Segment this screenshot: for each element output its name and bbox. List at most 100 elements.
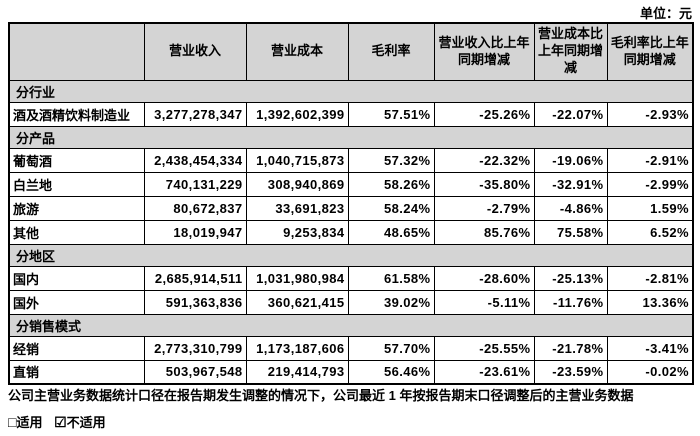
cell-cost: 1,173,187,606	[245, 335, 349, 361]
adjustment-note: 公司主营业务数据统计口径在报告期发生调整的情况下，公司最近 1 年按报告期末口径…	[8, 388, 634, 403]
row-label: 直销	[8, 359, 145, 385]
table-body: 分行业 酒及酒精饮料制造业 3,277,278,347 1,392,602,399 57…	[8, 79, 694, 385]
cell-gross-margin: 57.51%	[347, 101, 435, 127]
cell-gross-margin: 61.58%	[347, 265, 435, 291]
cell-gross-margin-yoy: -2.81%	[606, 265, 694, 291]
cell-gross-margin-yoy: -0.02%	[606, 359, 694, 385]
cell-revenue-yoy: -22.32%	[433, 147, 535, 173]
column-header: 营业成本	[245, 22, 349, 81]
cell-gross-margin: 57.70%	[347, 335, 435, 361]
applicable-option: □适用	[8, 414, 43, 430]
cell-revenue-yoy: -25.55%	[433, 335, 535, 361]
section-header-label: 分销售模式	[8, 313, 694, 337]
table-header-row: 营业收入 营业成本 毛利率 营业收入比上年同期增减 营业成本比上年同期增减 毛利率比上年同…	[8, 22, 694, 81]
cell-gross-margin-yoy: 6.52%	[606, 219, 694, 245]
section-header-row: 分行业	[8, 79, 694, 103]
applicability-line: □适用 ☑不适用	[8, 412, 114, 431]
section-header-row: 分销售模式	[8, 313, 694, 337]
cell-cost-yoy: 75.58%	[533, 219, 608, 245]
not-applicable-option: ☑不适用	[54, 414, 106, 430]
row-label: 国外	[8, 289, 145, 315]
cell-revenue: 2,685,914,511	[143, 265, 247, 291]
row-label: 酒及酒精饮料制造业	[8, 101, 145, 127]
column-header: 毛利率比上年同期增减	[606, 22, 694, 81]
cell-cost: 1,031,980,984	[245, 265, 349, 291]
cell-gross-margin-yoy: -3.41%	[606, 335, 694, 361]
cell-gross-margin: 56.46%	[347, 359, 435, 385]
cell-revenue-yoy: -25.26%	[433, 101, 535, 127]
cell-revenue: 2,773,310,799	[143, 335, 247, 361]
cell-revenue-yoy: -5.11%	[433, 289, 535, 315]
applicable-label: 适用	[16, 415, 43, 430]
table-row: 葡萄酒 2,438,454,334 1,040,715,873 57.32% -22.3…	[8, 147, 694, 173]
cell-revenue: 591,363,836	[143, 289, 247, 315]
cell-cost-yoy: -21.78%	[533, 335, 608, 361]
not-applicable-label: 不适用	[66, 415, 106, 430]
corner-header-cell	[8, 22, 145, 81]
cell-cost-yoy: -11.76%	[533, 289, 608, 315]
cell-cost-yoy: -25.13%	[533, 265, 608, 291]
section-header-label: 分地区	[8, 243, 694, 267]
table-row: 直销 503,967,548 219,414,793 56.46% -23.61% -23…	[8, 359, 694, 385]
table-row: 其他 18,019,947 9,253,834 48.65% 85.76% 75.58% 6…	[8, 219, 694, 245]
cell-revenue-yoy: -2.79%	[433, 195, 535, 221]
table-row: 经销 2,773,310,799 1,173,187,606 57.70% -25.55…	[8, 335, 694, 361]
cell-cost: 1,040,715,873	[245, 147, 349, 173]
section-header-row: 分产品	[8, 125, 694, 149]
table-row: 旅游 80,672,837 33,691,823 58.24% -2.79% -4.86%…	[8, 195, 694, 221]
cell-gross-margin: 39.02%	[347, 289, 435, 315]
cell-cost: 360,621,415	[245, 289, 349, 315]
table-row: 白兰地 740,131,229 308,940,869 58.26% -35.80% -3…	[8, 171, 694, 197]
cell-gross-margin: 58.24%	[347, 195, 435, 221]
row-label: 旅游	[8, 195, 145, 221]
cell-cost-yoy: -32.91%	[533, 171, 608, 197]
column-header: 营业收入	[143, 22, 247, 81]
cell-gross-margin: 58.26%	[347, 171, 435, 197]
section-header-label: 分产品	[8, 125, 694, 149]
cell-revenue: 80,672,837	[143, 195, 247, 221]
cell-gross-margin-yoy: 1.59%	[606, 195, 694, 221]
row-label: 白兰地	[8, 171, 145, 197]
section-header-label: 分行业	[8, 79, 694, 103]
cell-revenue: 2,438,454,334	[143, 147, 247, 173]
table-row: 国内 2,685,914,511 1,031,980,984 61.58% -28.60…	[8, 265, 694, 291]
cell-cost: 1,392,602,399	[245, 101, 349, 127]
main-business-table: 营业收入 营业成本 毛利率 营业收入比上年同期增减 营业成本比上年同期增减 毛利率比上年同…	[8, 22, 694, 385]
cell-gross-margin-yoy: 13.36%	[606, 289, 694, 315]
checkbox-unchecked-icon: □	[8, 414, 17, 430]
cell-cost-yoy: -4.86%	[533, 195, 608, 221]
cell-gross-margin-yoy: -2.91%	[606, 147, 694, 173]
row-label: 葡萄酒	[8, 147, 145, 173]
cell-cost: 219,414,793	[245, 359, 349, 385]
cell-revenue: 503,967,548	[143, 359, 247, 385]
cell-revenue-yoy: -23.61%	[433, 359, 535, 385]
cell-gross-margin-yoy: -2.99%	[606, 171, 694, 197]
section-header-row: 分地区	[8, 243, 694, 267]
cell-cost: 33,691,823	[245, 195, 349, 221]
row-label: 国内	[8, 265, 145, 291]
cell-gross-margin: 57.32%	[347, 147, 435, 173]
table-row: 酒及酒精饮料制造业 3,277,278,347 1,392,602,399 57.51…	[8, 101, 694, 127]
cell-gross-margin: 48.65%	[347, 219, 435, 245]
table-row: 国外 591,363,836 360,621,415 39.02% -5.11% -11.…	[8, 289, 694, 315]
row-label: 经销	[8, 335, 145, 361]
cell-revenue: 740,131,229	[143, 171, 247, 197]
cell-cost-yoy: -19.06%	[533, 147, 608, 173]
cell-cost: 308,940,869	[245, 171, 349, 197]
column-header: 营业收入比上年同期增减	[433, 22, 535, 81]
cell-revenue-yoy: -28.60%	[433, 265, 535, 291]
cell-cost-yoy: -23.59%	[533, 359, 608, 385]
row-label: 其他	[8, 219, 145, 245]
column-header: 营业成本比上年同期增减	[533, 22, 608, 81]
cell-gross-margin-yoy: -2.93%	[606, 101, 694, 127]
column-header: 毛利率	[347, 22, 435, 81]
cell-revenue-yoy: -35.80%	[433, 171, 535, 197]
cell-revenue: 18,019,947	[143, 219, 247, 245]
unit-label: 单位：元	[639, 6, 692, 21]
checkbox-checked-icon: ☑	[54, 414, 67, 430]
cell-cost: 9,253,834	[245, 219, 349, 245]
cell-revenue-yoy: 85.76%	[433, 219, 535, 245]
cell-revenue: 3,277,278,347	[143, 101, 247, 127]
cell-cost-yoy: -22.07%	[533, 101, 608, 127]
